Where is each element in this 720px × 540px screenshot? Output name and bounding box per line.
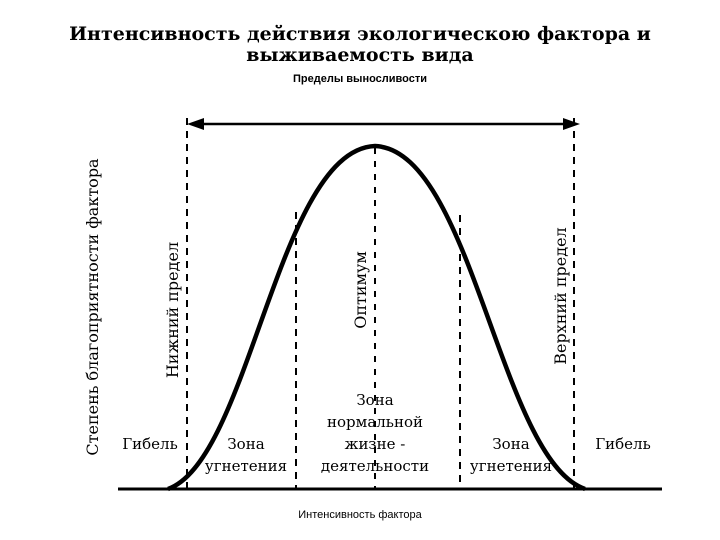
normal-zone-line-3: жизне - <box>345 435 406 453</box>
normal-zone-line-1: Зона <box>356 391 393 409</box>
lower-limit-label: Нижний предел <box>163 242 182 378</box>
oppression-right-line-1: Зона <box>492 435 529 453</box>
tolerance-arrow-head-right <box>563 118 580 130</box>
title-line-2: выживаемость вида <box>246 44 474 66</box>
upper-limit-label: Верхний предел <box>551 227 570 364</box>
title-line-1: Интенсивность действия экологическою фак… <box>69 23 651 45</box>
optimum-label: Оптимум <box>351 251 370 329</box>
diagram-title: Интенсивность действия экологическою фак… <box>0 24 720 66</box>
death-zone-left-label: Гибель <box>122 435 178 453</box>
oppression-left-line-1: Зона <box>227 435 264 453</box>
oppression-left-line-2: угнетения <box>205 457 287 475</box>
normal-zone-label: Зона нормальной жизне - деятельности <box>321 391 429 475</box>
tolerance-limits-label: Пределы выносливости <box>293 73 427 85</box>
x-axis-label: Интенсивность фактора <box>298 509 422 521</box>
oppression-zone-left-label: Зона угнетения <box>205 435 287 475</box>
normal-zone-line-4: деятельности <box>321 457 429 475</box>
normal-zone-line-2: нормальной <box>327 413 423 431</box>
y-axis-label: Степень благоприятности фактора <box>83 158 102 456</box>
oppression-right-line-2: угнетения <box>470 457 552 475</box>
death-zone-right-label: Гибель <box>595 435 651 453</box>
survival-curve <box>167 143 586 492</box>
tolerance-arrow-head-left <box>187 118 204 130</box>
oppression-zone-right-label: Зона угнетения <box>470 435 552 475</box>
